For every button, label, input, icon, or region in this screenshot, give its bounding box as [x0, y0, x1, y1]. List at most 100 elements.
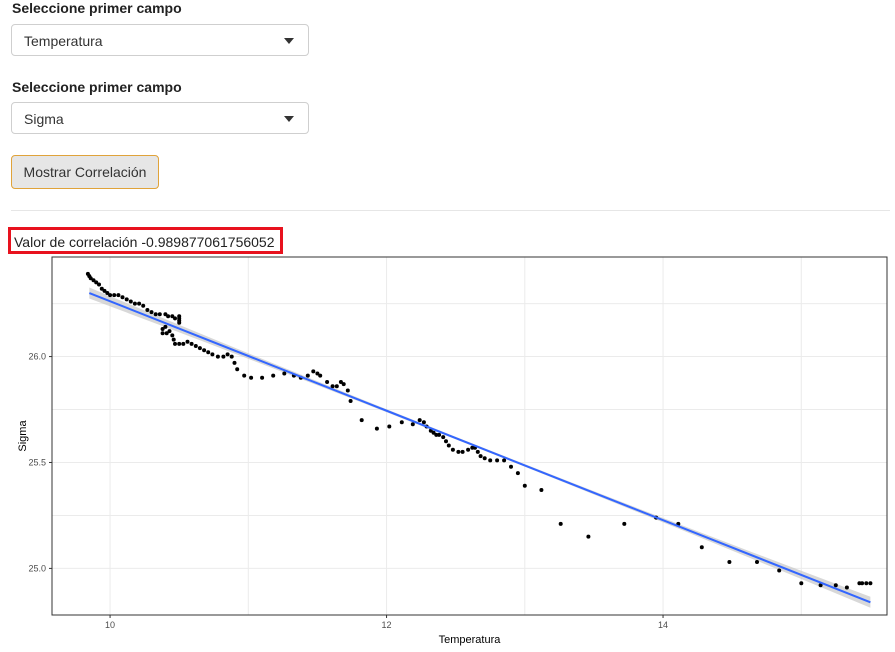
data-point [460, 449, 465, 454]
data-point [495, 458, 500, 463]
data-point [318, 373, 323, 378]
field2-label: Seleccione primer campo [12, 79, 182, 95]
data-point [153, 312, 158, 317]
data-point [421, 420, 426, 425]
field1-select[interactable]: Temperatura [11, 24, 309, 56]
data-point [488, 458, 493, 463]
data-point [338, 380, 343, 384]
data-point [539, 488, 544, 492]
correlation-prefix: Valor de correlación [14, 234, 138, 250]
correlation-output: Valor de correlación -0.989877061756052 [8, 227, 283, 254]
data-point [260, 375, 265, 380]
caret-down-icon [284, 116, 294, 122]
scatter-plot: 10 12 14 25.0 25.5 26.0 Temperatura Sigma [17, 256, 888, 646]
data-point [522, 483, 527, 488]
data-point [232, 360, 237, 365]
data-point [818, 583, 823, 588]
data-point [417, 418, 422, 423]
data-point [105, 291, 110, 295]
data-point [282, 371, 287, 376]
correlation-value: -0.989877061756052 [141, 234, 275, 250]
y-tick-label: 25.5 [28, 457, 46, 467]
data-point [166, 314, 171, 319]
field2-selected-value: Sigma [24, 111, 64, 127]
data-point [88, 276, 93, 281]
data-point [137, 301, 142, 306]
data-point [475, 449, 480, 454]
data-point [177, 341, 182, 346]
data-point [428, 428, 433, 433]
data-point [202, 348, 207, 353]
data-point [410, 422, 415, 427]
data-point [181, 341, 186, 346]
data-point [777, 568, 782, 573]
data-point [225, 352, 230, 357]
data-point [456, 449, 461, 454]
data-point [141, 303, 146, 308]
data-point [833, 583, 838, 588]
caret-down-icon [284, 38, 294, 44]
field1-selected-value: Temperatura [24, 33, 103, 49]
data-point [311, 369, 316, 374]
x-tick-label: 12 [382, 620, 392, 630]
y-tick-label: 25.0 [28, 563, 46, 573]
data-point [242, 373, 247, 378]
data-point [271, 373, 276, 378]
axis-ticks: 10 12 14 25.0 25.5 26.0 [28, 352, 668, 630]
data-point [229, 354, 234, 359]
data-point [215, 354, 220, 359]
data-point [160, 327, 165, 331]
data-point [235, 367, 240, 372]
data-point [249, 375, 254, 380]
data-point [450, 447, 455, 452]
data-point [305, 373, 310, 378]
data-point [586, 534, 591, 539]
field2-select[interactable]: Sigma [11, 102, 309, 134]
data-point [374, 426, 379, 431]
data-point [102, 288, 107, 293]
data-point [515, 471, 520, 476]
data-point [170, 314, 175, 319]
data-point [206, 350, 211, 355]
data-point [128, 299, 133, 304]
data-point [193, 344, 198, 348]
data-point [108, 293, 113, 298]
data-point [727, 560, 732, 564]
data-point [160, 331, 165, 336]
data-point [441, 435, 446, 440]
x-tick-label: 10 [105, 620, 115, 630]
data-point [699, 545, 704, 550]
regression-line [88, 292, 871, 604]
data-point [99, 286, 104, 291]
data-point [399, 420, 404, 425]
data-point [177, 314, 182, 319]
data-point [622, 521, 627, 526]
data-point [132, 301, 137, 306]
data-point [502, 458, 507, 463]
data-point [330, 384, 335, 389]
data-point [210, 352, 215, 357]
data-points [85, 271, 873, 590]
data-point [325, 380, 330, 384]
data-point [197, 346, 202, 351]
data-point [844, 585, 849, 590]
data-point [120, 295, 125, 300]
data-point [112, 293, 117, 298]
data-point [799, 581, 804, 586]
data-point [478, 454, 483, 459]
data-point [359, 418, 364, 423]
show-correlation-button[interactable]: Mostrar Correlación [11, 155, 159, 189]
data-point [185, 339, 190, 344]
data-point [444, 439, 448, 444]
data-point [221, 354, 226, 359]
x-tick-label: 14 [658, 620, 668, 630]
data-point [446, 443, 451, 448]
panel-border [51, 256, 888, 616]
data-point [173, 316, 177, 321]
data-point [91, 278, 96, 283]
data-point [163, 324, 168, 329]
data-point [482, 456, 487, 461]
data-point [345, 388, 350, 393]
data-point [173, 341, 177, 346]
data-point [348, 399, 353, 403]
